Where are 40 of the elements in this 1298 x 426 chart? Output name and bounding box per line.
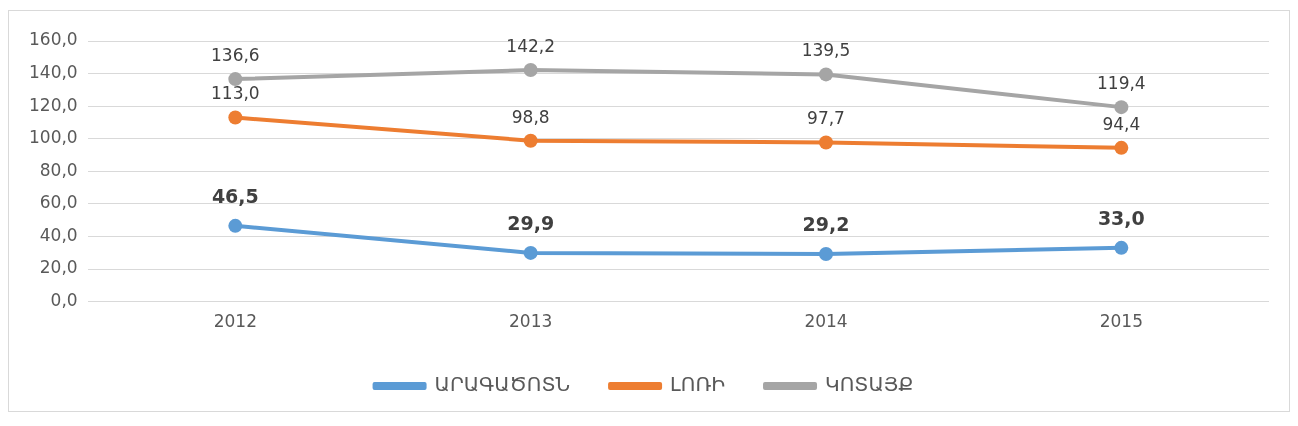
data-label: 33,0 xyxy=(1097,207,1145,230)
legend-label: ԱՐԱԳԱԾՈՏՆ xyxy=(434,372,571,397)
x-tick-label: 2013 xyxy=(509,311,553,332)
data-label: 29,2 xyxy=(802,213,850,236)
point xyxy=(819,247,833,262)
data-label: 97,7 xyxy=(807,108,845,129)
data-label: 98,8 xyxy=(511,106,550,127)
data-label: 139,5 xyxy=(801,40,851,61)
point xyxy=(228,110,243,125)
data-label: 142,2 xyxy=(506,35,555,56)
data-label: 113,0 xyxy=(211,83,260,104)
point xyxy=(1114,140,1129,155)
point xyxy=(523,245,538,260)
y-tick-label: 100,0 xyxy=(29,127,78,148)
x-tick-label: 2015 xyxy=(1099,311,1143,332)
y-tick-label: 60,0 xyxy=(39,192,78,213)
y-tick-label: 40,0 xyxy=(39,224,78,245)
data-label: 136,6 xyxy=(211,45,260,66)
point xyxy=(228,218,243,233)
data-label: 46,5 xyxy=(211,185,259,208)
point xyxy=(523,62,538,77)
data-label: 29,9 xyxy=(507,212,555,235)
point xyxy=(819,67,833,82)
x-tick-label: 2012 xyxy=(213,311,257,332)
y-tick-label: 80,0 xyxy=(39,159,78,180)
legend-label: ԿՈՏԱՅՔ xyxy=(825,372,914,397)
y-tick-label: 120,0 xyxy=(29,94,78,115)
y-tick-label: 140,0 xyxy=(29,62,78,82)
x-tick-label: 2014 xyxy=(804,311,848,332)
data-label: 119,4 xyxy=(1097,73,1146,94)
y-tick-label: 160,0 xyxy=(29,29,78,50)
y-tick-label: 0,0 xyxy=(50,290,78,311)
data-label: 94,4 xyxy=(1102,113,1141,134)
y-tick-label: 20,0 xyxy=(39,257,78,278)
point xyxy=(228,72,243,87)
point xyxy=(819,135,833,150)
point xyxy=(1114,100,1129,115)
point xyxy=(1114,240,1129,255)
point xyxy=(523,133,538,148)
legend-label: ԼՈՌԻ xyxy=(670,372,726,397)
